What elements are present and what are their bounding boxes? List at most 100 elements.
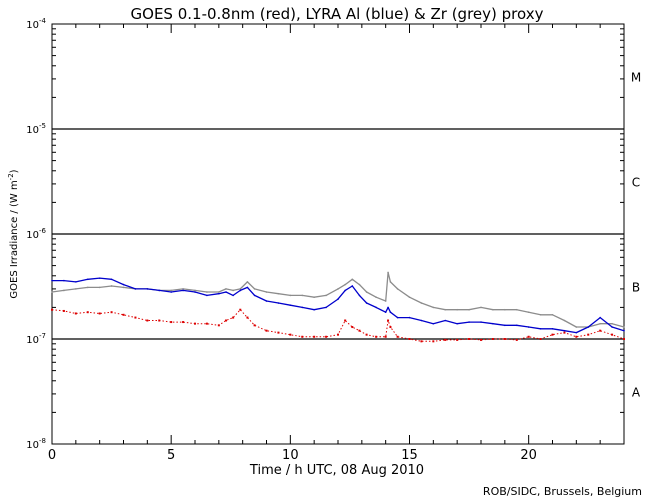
data-point-lyra-al-proxy <box>277 302 280 304</box>
data-point-lyra-zr-proxy <box>194 289 196 292</box>
data-point-lyra-zr-proxy <box>218 291 220 293</box>
x-axis-label: Time / h UTC, 08 Aug 2010 <box>249 463 424 478</box>
data-point-lyra-al-proxy <box>527 326 530 328</box>
data-point-goes-0-1-0-8nm <box>389 326 392 329</box>
data-point-lyra-al-proxy <box>623 329 625 332</box>
data-point-lyra-zr-proxy <box>63 289 65 292</box>
y-tick-base: 10 <box>26 230 39 241</box>
data-point-lyra-al-proxy <box>358 294 361 297</box>
data-point-lyra-al-proxy <box>265 300 268 302</box>
flare-class-label-C: C <box>632 176 640 190</box>
data-point-lyra-al-proxy <box>539 328 542 330</box>
y-tick-exp: -7 <box>39 332 46 340</box>
y-tick-exp: -4 <box>39 17 47 25</box>
data-point-goes-0-1-0-8nm <box>599 329 602 332</box>
x-tick-label: 10 <box>282 448 299 463</box>
data-point-lyra-al-proxy <box>325 306 327 309</box>
data-point-goes-0-1-0-8nm <box>239 308 242 311</box>
data-point-lyra-al-proxy <box>611 326 613 328</box>
data-point-lyra-zr-proxy <box>623 326 625 328</box>
data-point-lyra-zr-proxy <box>387 271 389 274</box>
data-point-lyra-zr-proxy <box>432 306 435 309</box>
data-point-lyra-zr-proxy <box>98 286 101 289</box>
data-point-lyra-zr-proxy <box>277 292 280 295</box>
data-point-lyra-al-proxy <box>170 291 172 293</box>
y-tick-exp: -5 <box>39 122 46 130</box>
series-dots-goes-0-1-0-8nm <box>51 308 625 342</box>
y-tick-exp: -8 <box>39 437 46 445</box>
data-point-goes-0-1-0-8nm <box>420 340 423 343</box>
flare-class-labels: A B C M <box>631 71 641 400</box>
data-point-lyra-zr-proxy <box>265 291 268 293</box>
y-tick-label: 10-8 <box>26 437 46 451</box>
data-point-goes-0-1-0-8nm <box>98 312 101 315</box>
data-point-lyra-al-proxy <box>218 292 220 295</box>
flare-class-lines <box>52 128 624 340</box>
data-point-lyra-zr-proxy <box>444 308 447 311</box>
data-point-lyra-al-proxy <box>420 319 423 322</box>
data-point-lyra-zr-proxy <box>225 288 227 290</box>
data-point-lyra-al-proxy <box>375 306 377 309</box>
data-point-lyra-al-proxy <box>599 316 601 319</box>
data-point-lyra-al-proxy <box>110 278 113 281</box>
data-point-lyra-al-proxy <box>225 291 227 293</box>
y-tick-label: 10-7 <box>26 332 46 346</box>
data-point-goes-0-1-0-8nm <box>170 321 173 324</box>
data-point-lyra-al-proxy <box>194 291 196 293</box>
data-point-lyra-al-proxy <box>432 322 435 325</box>
data-point-lyra-al-proxy <box>387 306 389 309</box>
y-tick-base: 10 <box>26 335 39 346</box>
data-point-goes-0-1-0-8nm <box>289 333 292 336</box>
flare-class-label-A: A <box>632 386 641 400</box>
data-point-lyra-al-proxy <box>239 289 242 292</box>
data-point-lyra-zr-proxy <box>539 314 542 316</box>
x-tick-label: 0 <box>48 448 56 463</box>
data-point-lyra-al-proxy <box>246 286 249 289</box>
chart-title: GOES 0.1-0.8nm (red), LYRA Al (blue) & Z… <box>131 5 544 23</box>
data-point-lyra-al-proxy <box>301 306 304 309</box>
data-point-lyra-zr-proxy <box>232 289 234 292</box>
data-point-goes-0-1-0-8nm <box>265 329 268 332</box>
data-point-goes-0-1-0-8nm <box>384 335 387 338</box>
data-point-goes-0-1-0-8nm <box>344 319 347 322</box>
x-axis-ticks: 0 5 10 15 20 <box>48 24 625 463</box>
y-tick-label: 10-5 <box>26 122 46 136</box>
data-point-lyra-zr-proxy <box>527 311 530 313</box>
y-tick-exp: -6 <box>39 227 47 235</box>
data-point-goes-0-1-0-8nm <box>182 321 185 324</box>
data-point-lyra-al-proxy <box>551 328 554 330</box>
data-point-lyra-zr-proxy <box>480 306 482 309</box>
data-point-lyra-zr-proxy <box>384 300 387 302</box>
data-point-lyra-al-proxy <box>468 321 470 323</box>
data-point-lyra-al-proxy <box>444 319 447 322</box>
data-point-lyra-al-proxy <box>384 311 387 313</box>
data-point-goes-0-1-0-8nm <box>224 319 227 322</box>
data-point-goes-0-1-0-8nm <box>246 316 249 319</box>
data-point-lyra-al-proxy <box>146 288 149 290</box>
data-point-lyra-zr-proxy <box>456 308 458 311</box>
data-point-goes-0-1-0-8nm <box>358 329 361 332</box>
data-point-lyra-zr-proxy <box>51 291 53 293</box>
data-point-lyra-zr-proxy <box>110 285 113 287</box>
flare-class-label-B: B <box>632 281 640 295</box>
data-point-lyra-zr-proxy <box>182 288 184 290</box>
y-axis-label-close: ) <box>9 169 20 173</box>
x-tick-label: 5 <box>167 448 175 463</box>
data-point-lyra-zr-proxy <box>313 296 315 299</box>
data-point-lyra-al-proxy <box>51 279 53 282</box>
data-point-lyra-zr-proxy <box>253 288 256 290</box>
data-point-lyra-zr-proxy <box>599 322 601 325</box>
x-tick-label: 20 <box>520 448 537 463</box>
data-point-lyra-zr-proxy <box>365 291 368 293</box>
data-point-goes-0-1-0-8nm <box>396 335 399 338</box>
data-point-lyra-zr-proxy <box>504 308 506 311</box>
data-point-goes-0-1-0-8nm <box>74 312 77 315</box>
data-point-lyra-al-proxy <box>351 285 354 287</box>
data-point-lyra-zr-proxy <box>122 286 125 289</box>
y-axis-label-exp: -2 <box>7 173 15 180</box>
data-point-lyra-al-proxy <box>480 321 482 323</box>
data-point-lyra-al-proxy <box>344 289 346 292</box>
data-point-goes-0-1-0-8nm <box>480 338 482 341</box>
data-point-lyra-al-proxy <box>587 326 590 328</box>
data-point-goes-0-1-0-8nm <box>253 324 256 327</box>
